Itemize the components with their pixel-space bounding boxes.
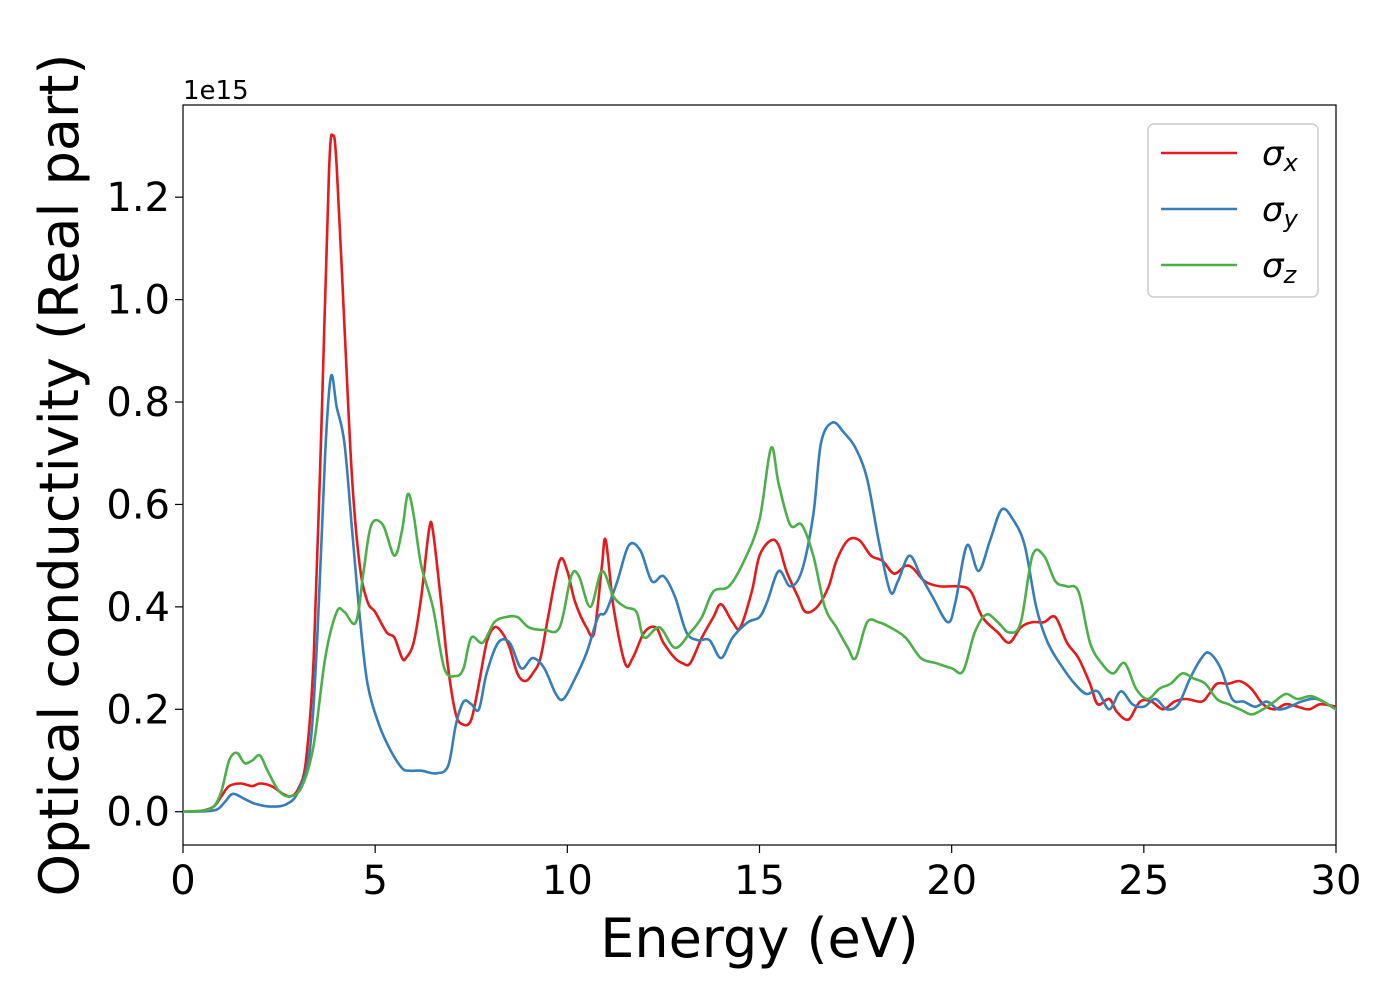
legend-label-sigma-y: σy: [1262, 190, 1299, 233]
series-group: [183, 133, 1336, 813]
y-tick-label: 0.8: [106, 380, 170, 426]
y-tick-label: 0.2: [106, 687, 170, 733]
x-tick-label: 30: [1311, 858, 1362, 904]
x-tick-label: 15: [734, 858, 785, 904]
legend-box: [1147, 123, 1319, 298]
legend-label-sigma-z: σz: [1262, 246, 1298, 289]
y-tick-label: 0.4: [106, 585, 170, 631]
x-tick-label: 10: [542, 858, 593, 904]
x-tick-label: 25: [1118, 858, 1169, 904]
y-offset-label: 1e15: [183, 76, 249, 106]
y-tick-label: 1.2: [106, 175, 170, 221]
x-axis-title: Energy (eV): [600, 907, 919, 970]
x-tick-label: 20: [926, 858, 977, 904]
y-tick-label: 1.0: [106, 278, 170, 324]
legend-label-sigma-x: σx: [1262, 134, 1299, 177]
series-line-sigma-z: [183, 446, 1336, 813]
y-axis-title: Optical conductivity (Real part): [28, 54, 91, 897]
legend: σx σy σz: [1147, 123, 1319, 298]
x-tick-label: 0: [170, 858, 195, 904]
series-line-sigma-y: [183, 373, 1336, 813]
x-axis-ticks: 0 5 10 15 20 25 30: [170, 845, 1361, 904]
y-axis-ticks: 0.0 0.2 0.4 0.6 0.8 1.0 1.2: [106, 175, 183, 836]
y-tick-label: 0.0: [106, 790, 170, 836]
y-tick-label: 0.6: [106, 482, 170, 528]
x-tick-label: 5: [362, 858, 387, 904]
